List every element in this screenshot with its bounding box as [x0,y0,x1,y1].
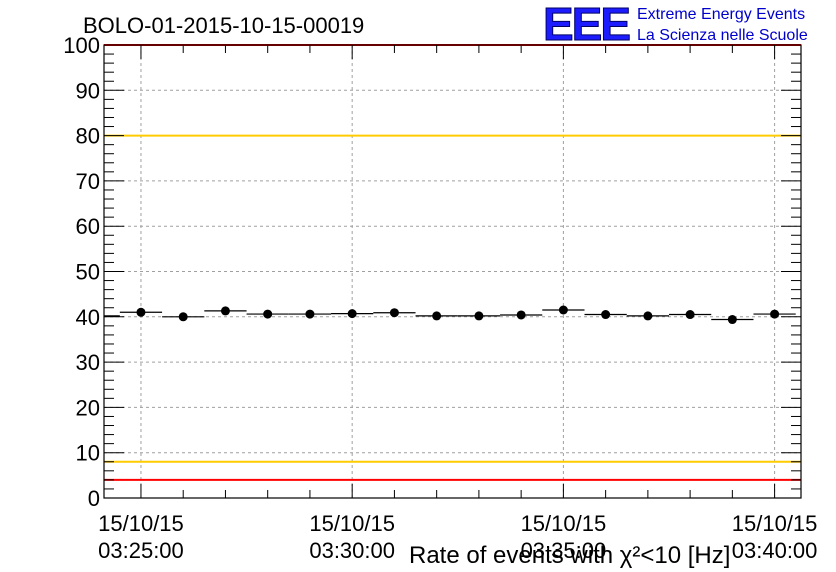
x-tick-label-date: 15/10/15 [732,511,818,536]
data-point [727,315,737,325]
y-tick-labels: 0 10 20 30 40 50 60 70 80 90 100 [63,33,100,511]
y-tick-label: 50 [76,260,100,285]
y-tick-label: 80 [76,124,100,149]
x-tick-label-time: 03:40:00 [732,538,818,563]
y-tick-label: 90 [76,78,100,103]
x-tick-labels: 15/10/1503:25:0015/10/1503:30:0015/10/15… [98,511,817,563]
x-tick-label-time: 03:30:00 [309,538,395,563]
data-point [347,309,357,319]
x-axis-label: Rate of events with χ²<10 [Hz] [409,542,730,569]
data-point [263,309,273,319]
data-point [601,310,611,320]
data-point [558,305,568,315]
chart-title: BOLO-01-2015-10-15-00019 [83,13,364,38]
logo-line-1: Extreme Energy Events [637,6,805,23]
x-tick-label-date: 15/10/15 [98,511,184,536]
y-tick-label: 60 [76,214,100,239]
data-point [685,310,695,320]
y-tick-label: 10 [76,441,100,466]
x-tick-label-date: 15/10/15 [309,511,395,536]
logo-mark: EEE [543,0,629,50]
y-tick-label: 70 [76,169,100,194]
x-tick-label-time: 03:25:00 [98,538,184,563]
data-points [104,305,796,325]
data-point [474,311,484,321]
data-point [305,309,315,319]
data-series [104,305,796,325]
data-point [220,306,230,316]
y-tick-label: 40 [76,305,100,330]
data-point [178,312,188,322]
y-tick-label: 30 [76,350,100,375]
x-tick-label-time: 03:35:00 [521,538,607,563]
data-point [432,311,442,321]
y-tick-label: 0 [88,486,100,511]
data-point [516,310,526,320]
data-point [389,308,399,318]
data-point [643,311,653,321]
x-tick-label-date: 15/10/15 [521,511,607,536]
data-point [136,307,146,317]
eee-logo: EEE Extreme Energy Events La Scienza nel… [543,0,808,51]
y-tick-label: 20 [76,395,100,420]
logo-line-2: La Scienza nelle Scuole [637,27,808,44]
axis-ticks [104,44,801,499]
data-point [770,309,780,319]
y-tick-label: 100 [63,33,100,58]
